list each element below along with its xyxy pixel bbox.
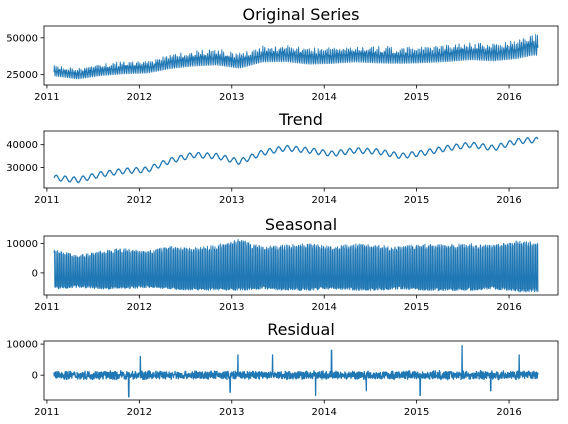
panel-title: Original Series [243,5,360,24]
panel-title: Seasonal [265,215,337,234]
y-tick-label: 30000 [6,163,38,174]
x-tick-label: 2011 [34,407,59,418]
x-tick-label: 2011 [34,92,59,103]
y-tick-label: 0 [32,371,38,382]
axes-frame [43,340,559,401]
x-tick-label: 2011 [34,195,59,206]
x-tick-label: 2011 [34,302,59,313]
panel-trend: Trend 2011 2012 2013 2014 2015 2016 30000 40000 [6,110,559,206]
series-line [53,33,539,80]
y-tick-label: 25000 [6,70,38,81]
x-tick-label: 2013 [219,92,244,103]
x-tick-label: 2014 [311,407,336,418]
axes-frame [43,130,559,189]
y-tick-label: 10000 [6,239,38,250]
series-line [53,136,539,184]
x-tick-label: 2014 [311,195,336,206]
series-line [53,345,539,398]
x-tick-label: 2012 [127,302,152,313]
x-tick-label: 2015 [404,92,429,103]
x-tick-label: 2013 [219,302,244,313]
x-tick-label: 2012 [127,195,152,206]
x-tick-label: 2016 [496,195,521,206]
x-tick-label: 2013 [219,407,244,418]
panel-title: Residual [267,320,335,339]
axes-frame [43,25,559,86]
panel-seasonal: Seasonal 2011 2012 2013 2014 2015 2016 0 10000 [6,215,559,313]
x-tick-label: 2013 [219,195,244,206]
x-tick-label: 2014 [311,302,336,313]
y-tick-label: 40000 [6,140,38,151]
x-tick-label: 2015 [404,302,429,313]
x-tick-label: 2012 [127,407,152,418]
panel-title: Trend [278,110,323,129]
x-tick-label: 2015 [404,195,429,206]
x-tick-label: 2012 [127,92,152,103]
series-line [53,238,539,293]
x-tick-label: 2016 [496,407,521,418]
panel-original-series: Original Series 2011 2012 2013 2014 2015 2016 2… [6,5,559,103]
panel-residual: Residual 2011 2012 2013 2014 2015 2016 0 10000 [6,320,559,418]
y-tick-label: 0 [32,268,38,279]
x-tick-label: 2014 [311,92,336,103]
x-tick-label: 2015 [404,407,429,418]
axes-frame [43,235,559,296]
y-tick-label: 50000 [6,33,38,44]
x-tick-label: 2016 [496,92,521,103]
y-tick-label: 10000 [6,340,38,351]
x-tick-label: 2016 [496,302,521,313]
